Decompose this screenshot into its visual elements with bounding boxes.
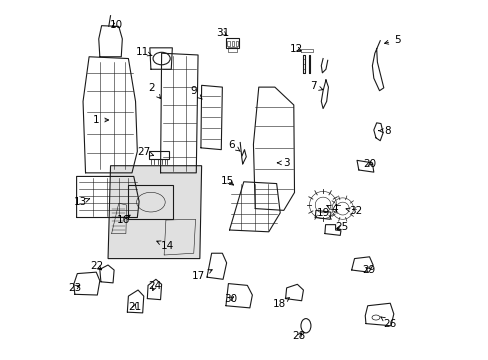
Text: 16: 16 <box>117 215 130 225</box>
Text: 31: 31 <box>216 28 229 38</box>
Text: 23: 23 <box>68 283 81 293</box>
Text: 25: 25 <box>334 222 347 232</box>
Text: 15: 15 <box>220 176 233 186</box>
Bar <box>227 41 229 46</box>
Text: 21: 21 <box>127 302 141 312</box>
Bar <box>235 41 238 46</box>
Text: 3: 3 <box>277 158 289 168</box>
Text: 14: 14 <box>157 241 174 251</box>
Polygon shape <box>108 166 201 258</box>
Text: 7: 7 <box>309 81 322 91</box>
Text: 12: 12 <box>289 44 302 54</box>
Bar <box>128 185 173 219</box>
Text: 10: 10 <box>109 19 122 30</box>
Text: 17: 17 <box>192 270 212 282</box>
Text: 6: 6 <box>228 140 240 151</box>
Text: 24: 24 <box>147 282 161 292</box>
Text: 22: 22 <box>90 261 104 271</box>
Text: 28: 28 <box>291 332 305 342</box>
Text: 26: 26 <box>380 317 396 329</box>
Text: 27: 27 <box>137 147 153 157</box>
Text: 30: 30 <box>224 294 237 303</box>
Bar <box>148 152 169 159</box>
Bar <box>227 47 237 52</box>
Text: 9: 9 <box>190 86 202 99</box>
Bar <box>225 38 239 48</box>
Text: 20: 20 <box>363 159 376 169</box>
Text: 2: 2 <box>148 83 161 99</box>
Text: 1: 1 <box>93 115 108 125</box>
Text: 13: 13 <box>73 197 89 207</box>
Bar <box>231 41 234 46</box>
Text: 11: 11 <box>136 47 152 57</box>
Text: 32: 32 <box>346 206 362 216</box>
Text: 5: 5 <box>384 35 400 45</box>
Text: 19: 19 <box>317 208 330 218</box>
Text: 29: 29 <box>362 265 375 275</box>
Text: 4: 4 <box>326 204 337 214</box>
Text: 8: 8 <box>378 126 390 136</box>
Text: 18: 18 <box>272 298 289 309</box>
